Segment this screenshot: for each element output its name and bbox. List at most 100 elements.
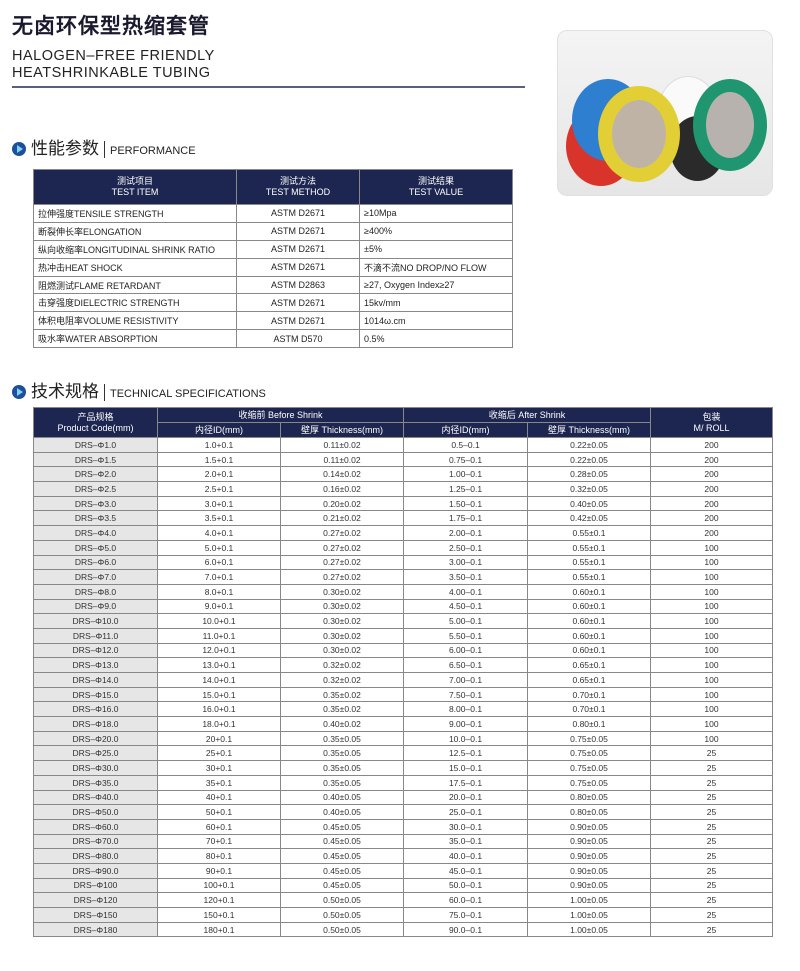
- test-method: ASTM D2671: [236, 239, 360, 259]
- after-id: 9.00–0.1: [403, 716, 528, 732]
- product-code: DRS–Φ18.0: [33, 716, 158, 732]
- before-id: 70+0.1: [157, 833, 281, 850]
- meters-per-roll: 200: [650, 437, 773, 453]
- product-code: DRS–Φ30.0: [33, 760, 158, 776]
- before-thickness: 0.32±0.02: [280, 672, 404, 688]
- performance-heading: 性能参数 PERFORMANCE: [12, 134, 196, 159]
- before-thickness: 0.30±0.02: [280, 642, 404, 659]
- test-item: 断裂伸长率ELONGATION: [33, 221, 237, 241]
- before-id: 15.0+0.1: [157, 686, 281, 703]
- before-id: 35+0.1: [157, 774, 281, 791]
- meters-per-roll: 25: [650, 804, 773, 820]
- title-english-line1: HALOGEN–FREE FRIENDLY: [12, 48, 215, 64]
- after-id: 40.0–0.1: [403, 848, 528, 864]
- before-thickness: 0.35±0.05: [280, 760, 404, 776]
- meters-per-roll: 100: [650, 672, 773, 688]
- after-id: 0.75–0.1: [403, 451, 528, 468]
- before-thickness: 0.30±0.02: [280, 627, 404, 644]
- meters-per-roll: 25: [650, 907, 773, 923]
- meters-per-roll: 100: [650, 657, 773, 673]
- product-code: DRS–Φ80.0: [33, 848, 158, 864]
- product-code: DRS–Φ60.0: [33, 818, 158, 835]
- test-value: ≥27, Oxygen Index≥27: [359, 275, 513, 295]
- meters-per-roll: 100: [650, 716, 773, 732]
- after-thickness: 0.28±0.05: [527, 466, 651, 483]
- before-thickness: 0.20±0.02: [280, 495, 404, 512]
- after-id: 20.0–0.1: [403, 789, 528, 806]
- meters-per-roll: 100: [650, 642, 773, 659]
- product-code: DRS–Φ1.0: [33, 437, 158, 453]
- product-code: DRS–Φ6.0: [33, 554, 158, 571]
- specifications-table: 产品规格 Product Code(mm) 收缩前 Before Shrink 收…: [33, 407, 773, 938]
- test-method: ASTM D2671: [236, 293, 360, 313]
- before-id: 9.0+0.1: [157, 598, 281, 615]
- before-id: 180+0.1: [157, 921, 281, 938]
- after-thickness: 0.65±0.1: [527, 657, 651, 673]
- before-thickness: 0.50±0.05: [280, 907, 404, 923]
- table-row: DRS–Φ11.0 11.0+0.1 0.30±0.02 5.50–0.1 0.60±0…: [33, 627, 773, 644]
- yellow-roll: [598, 86, 680, 182]
- meters-per-roll: 25: [650, 877, 773, 894]
- product-code: DRS–Φ100: [33, 877, 158, 894]
- after-id: 1.00–0.1: [403, 466, 528, 483]
- table-row: DRS–Φ80.0 80+0.1 0.45±0.05 40.0–0.1 0.90±0.0…: [33, 848, 773, 864]
- before-id: 11.0+0.1: [157, 627, 281, 644]
- table-row: 体积电阻率VOLUME RESISTIVITY ASTM D2671 1014ω.c…: [33, 311, 513, 331]
- product-code: DRS–Φ13.0: [33, 657, 158, 673]
- after-thickness: 0.55±0.1: [527, 569, 651, 585]
- table-row: DRS–Φ3.0 3.0+0.1 0.20±0.02 1.50–0.1 0.40±0.0…: [33, 495, 773, 512]
- after-thickness: 1.00±0.05: [527, 892, 651, 908]
- test-method: ASTM D2671: [236, 204, 360, 223]
- after-id: 1.25–0.1: [403, 481, 528, 497]
- arrow-circle-icon: [12, 142, 26, 156]
- meters-per-roll: 100: [650, 613, 773, 629]
- table-row: DRS–Φ2.0 2.0+0.1 0.14±0.02 1.00–0.1 0.28±0.0…: [33, 466, 773, 483]
- test-method: ASTM D2671: [236, 221, 360, 241]
- header-before-shrink: 收缩前 Before Shrink: [157, 407, 404, 423]
- meters-per-roll: 200: [650, 451, 773, 468]
- product-code: DRS–Φ40.0: [33, 789, 158, 806]
- table-row: 断裂伸长率ELONGATION ASTM D2671 ≥400%: [33, 221, 513, 241]
- title-divider: [12, 86, 525, 88]
- header-test-item: 测试项目 TEST ITEM: [33, 169, 237, 205]
- product-code: DRS–Φ15.0: [33, 686, 158, 703]
- before-id: 18.0+0.1: [157, 716, 281, 732]
- before-id: 16.0+0.1: [157, 701, 281, 718]
- test-item: 热冲击HEAT SHOCK: [33, 257, 237, 277]
- after-thickness: 0.60±0.1: [527, 598, 651, 615]
- specs-heading: 技术规格 TECHNICAL SPECIFICATIONS: [12, 377, 266, 402]
- test-value: ≥400%: [359, 221, 513, 241]
- test-item: 吸水率WATER ABSORPTION: [33, 329, 237, 349]
- before-id: 50+0.1: [157, 804, 281, 820]
- after-thickness: 0.42±0.05: [527, 510, 651, 527]
- table-row: DRS–Φ120 120+0.1 0.50±0.05 60.0–0.1 1.00±0.0…: [33, 892, 773, 908]
- table-row: DRS–Φ1.0 1.0+0.1 0.11±0.02 0.5–0.1 0.22±0.05…: [33, 437, 773, 453]
- product-code: DRS–Φ11.0: [33, 627, 158, 644]
- before-thickness: 0.45±0.05: [280, 818, 404, 835]
- table-row: DRS–Φ35.0 35+0.1 0.35±0.05 17.5–0.1 0.75±0.0…: [33, 774, 773, 791]
- after-thickness: 0.32±0.05: [527, 481, 651, 497]
- test-item: 阻燃测试FLAME RETARDANT: [33, 275, 237, 295]
- table-row: DRS–Φ4.0 4.0+0.1 0.27±0.02 2.00–0.1 0.55±0.1…: [33, 525, 773, 541]
- after-id: 75.0–0.1: [403, 907, 528, 923]
- meters-per-roll: 25: [650, 833, 773, 850]
- after-thickness: 0.90±0.05: [527, 848, 651, 864]
- table-row: 吸水率WATER ABSORPTION ASTM D570 0.5%: [33, 329, 513, 349]
- meters-per-roll: 100: [650, 701, 773, 718]
- table-row: 纵向收缩率LONGITUDINAL SHRINK RATIO ASTM D2671…: [33, 239, 513, 259]
- meters-per-roll: 100: [650, 539, 773, 556]
- meters-per-roll: 100: [650, 569, 773, 585]
- meters-per-roll: 100: [650, 730, 773, 747]
- before-id: 12.0+0.1: [157, 642, 281, 659]
- table-row: DRS–Φ150 150+0.1 0.50±0.05 75.0–0.1 1.00±0.0…: [33, 907, 773, 923]
- table-row: DRS–Φ40.0 40+0.1 0.40±0.05 20.0–0.1 0.80±0.0…: [33, 789, 773, 806]
- test-item: 纵向收缩率LONGITUDINAL SHRINK RATIO: [33, 239, 237, 259]
- after-id: 2.50–0.1: [403, 539, 528, 556]
- after-id: 3.50–0.1: [403, 569, 528, 585]
- table-row: DRS–Φ60.0 60+0.1 0.45±0.05 30.0–0.1 0.90±0.0…: [33, 818, 773, 835]
- header-after-id: 内径ID(mm): [403, 422, 528, 438]
- product-photo: [557, 30, 773, 196]
- after-thickness: 0.90±0.05: [527, 877, 651, 894]
- before-id: 30+0.1: [157, 760, 281, 776]
- before-id: 25+0.1: [157, 745, 281, 762]
